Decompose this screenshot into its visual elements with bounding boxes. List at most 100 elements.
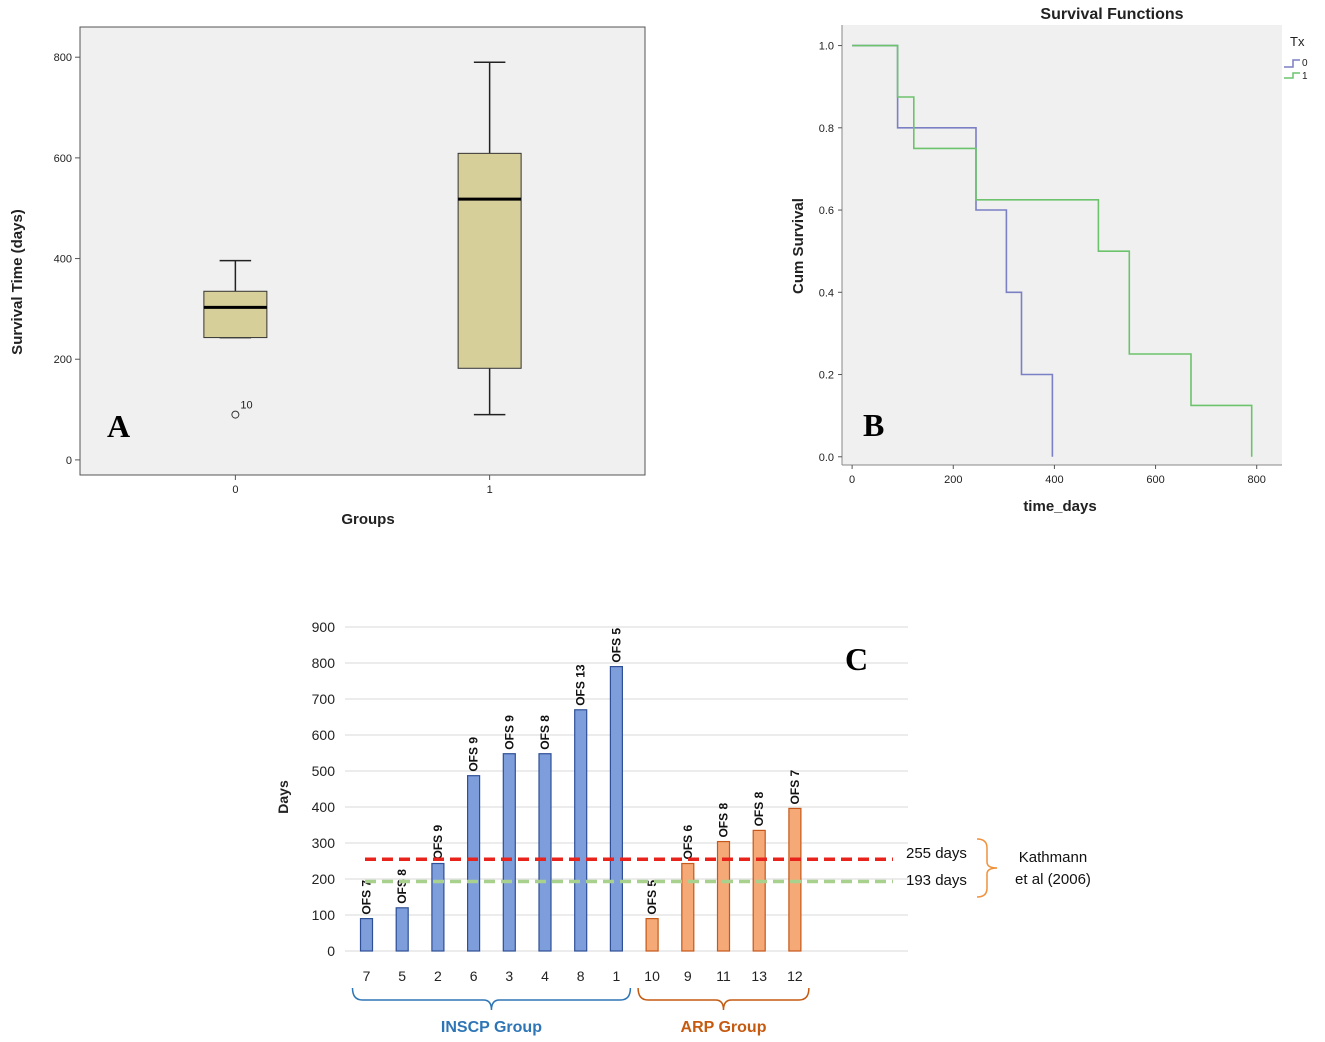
c-xtick-label: 11 — [716, 968, 731, 984]
c-ytick-label: 400 — [312, 799, 336, 815]
c-ytick-label: 0 — [327, 943, 335, 959]
a-box-0 — [203, 290, 268, 339]
c-group-label: ARP Group — [681, 1019, 767, 1036]
annotation-line-2: et al (2006) — [1015, 871, 1091, 888]
c-bar-1 — [609, 665, 624, 952]
annotation-line-1: Kathmann — [1019, 849, 1087, 866]
b-ytick-label: 0.2 — [819, 370, 834, 382]
c-ytick-label: 300 — [312, 835, 336, 851]
a-ytick-label: 200 — [54, 354, 72, 366]
c-ref-label: 255 days — [906, 845, 967, 862]
c-group-label: INSCP Group — [441, 1019, 542, 1036]
c-bar-4 — [538, 753, 552, 952]
b-xtick-label: 600 — [1146, 474, 1164, 486]
c-bar-label: OFS 8 — [752, 791, 766, 826]
c-ytick-label: 900 — [312, 619, 336, 635]
b-xtick-label: 400 — [1045, 474, 1063, 486]
c-xtick-label: 1 — [613, 968, 621, 984]
panel-b-x-title: time_days — [1023, 498, 1096, 515]
panel-b-plot-area — [842, 25, 1282, 465]
c-bar-7 — [359, 917, 374, 952]
b-xtick-label: 200 — [944, 474, 962, 486]
panel-b-letter: B — [863, 407, 884, 443]
c-ytick-label: 500 — [312, 763, 336, 779]
legend-swatch-0 — [1284, 59, 1300, 68]
b-ytick-label: 0.6 — [819, 205, 834, 217]
kathmann-bracket — [976, 838, 998, 898]
b-xtick-label: 800 — [1248, 474, 1266, 486]
c-xtick-label: 13 — [751, 968, 767, 984]
panel-a-boxplot: 0 200 400 600 800 0 1 10 A Groups Survival Tim… — [9, 26, 646, 528]
c-bar-2 — [431, 862, 445, 952]
b-ytick-label: 0.4 — [819, 287, 834, 299]
c-group-bracket — [351, 987, 632, 1011]
b-ytick-label: 0.8 — [819, 123, 834, 135]
c-bar-3 — [502, 753, 516, 952]
c-bar-label: OFS 8 — [395, 869, 409, 904]
panel-c-barchart: 0 100 200 300 400 500 600 700 800 900 OFS 7 7 OFS 8… — [275, 619, 1091, 1036]
c-bar-label: OFS 7 — [788, 769, 802, 804]
c-bar-9 — [681, 862, 695, 952]
c-bar-label: OFS 8 — [717, 803, 731, 838]
c-ref-label: 193 days — [906, 872, 967, 889]
a-xtick-label: 0 — [232, 484, 238, 496]
c-ytick-label: 600 — [312, 727, 336, 743]
c-group-bracket — [637, 987, 810, 1011]
c-xtick-label: 9 — [684, 968, 692, 984]
c-bar-5 — [395, 907, 409, 952]
c-xtick-label: 2 — [434, 968, 442, 984]
panel-a-x-title: Groups — [341, 511, 394, 528]
b-ytick-label: 0.0 — [819, 452, 834, 464]
a-ytick-label: 800 — [54, 52, 72, 64]
panel-a-plot-area — [79, 26, 646, 476]
c-xtick-label: 12 — [787, 968, 803, 984]
c-bar-13 — [752, 829, 766, 952]
c-bar-11 — [716, 840, 731, 952]
c-bar-label: OFS 5 — [645, 880, 659, 915]
legend-title: Tx — [1290, 34, 1305, 49]
c-ytick-label: 800 — [312, 655, 336, 671]
c-xtick-label: 7 — [363, 968, 371, 984]
legend-label-0: 0 — [1302, 58, 1308, 69]
c-bar-label: OFS 9 — [431, 825, 445, 860]
panel-c-y-title: Days — [275, 780, 291, 814]
a-ytick-label: 400 — [54, 254, 72, 266]
c-xtick-label: 3 — [505, 968, 513, 984]
panel-c-letter: C — [845, 641, 868, 677]
c-xtick-label: 4 — [541, 968, 549, 984]
c-ytick-label: 200 — [312, 871, 336, 887]
b-xtick-label: 0 — [849, 474, 855, 486]
a-ytick-label: 0 — [66, 455, 72, 467]
b-series-1 — [852, 44, 1253, 457]
a-ytick-label: 600 — [54, 153, 72, 165]
c-xtick-label: 5 — [398, 968, 406, 984]
c-bar-label: OFS 6 — [681, 825, 695, 860]
c-xtick-label: 6 — [470, 968, 478, 984]
c-bar-10 — [645, 917, 659, 952]
legend-label-1: 1 — [1302, 71, 1308, 82]
c-ytick-label: 700 — [312, 691, 336, 707]
c-bar-12 — [788, 807, 802, 952]
legend-swatch-1 — [1284, 72, 1300, 79]
b-series-0 — [852, 44, 1054, 457]
c-bar-label: OFS 8 — [538, 715, 552, 750]
c-bar-label: OFS 13 — [574, 664, 588, 706]
b-ytick-label: 1.0 — [819, 41, 834, 53]
c-bar-label: OFS 5 — [609, 628, 623, 663]
panel-b-title: Survival Functions — [1040, 6, 1183, 23]
c-xtick-label: 8 — [577, 968, 585, 984]
panel-a-y-title: Survival Time (days) — [9, 209, 26, 355]
c-bar-label: OFS 7 — [360, 880, 374, 915]
c-bar-label: OFS 9 — [502, 715, 516, 750]
c-ytick-label: 100 — [312, 907, 336, 923]
c-xtick-label: 10 — [644, 968, 660, 984]
a-outlier-label: 10 — [240, 400, 252, 412]
a-xtick-label: 1 — [487, 484, 493, 496]
c-bar-6 — [467, 775, 481, 952]
panel-b-legend: Tx 0 1 — [1284, 34, 1308, 82]
a-box-1 — [457, 152, 522, 369]
panel-b-survival: Survival Functions 0.0 0.2 0.4 0.6 0.8 1.0 0 20… — [790, 6, 1308, 515]
c-bar-8 — [574, 709, 588, 952]
a-outlier — [231, 410, 240, 419]
